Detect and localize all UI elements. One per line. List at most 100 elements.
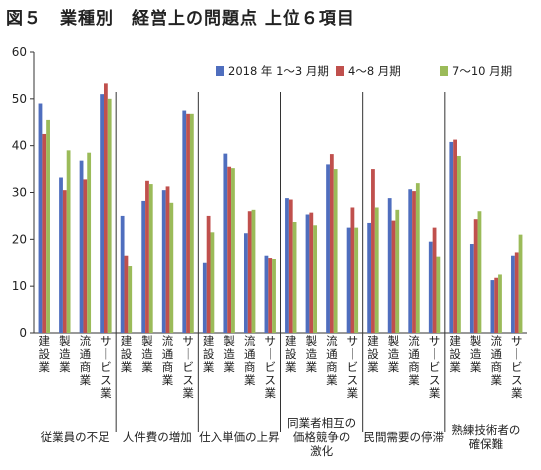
legend-swatch-1 bbox=[216, 66, 224, 76]
bar-1-2-s3 bbox=[66, 150, 71, 333]
y-tick-label: 60 bbox=[12, 45, 27, 59]
bar-1-2-s1 bbox=[59, 177, 63, 333]
bar-3-4-s1 bbox=[264, 255, 269, 333]
y-tick-label: 10 bbox=[12, 279, 27, 293]
bar-4-1-s2 bbox=[288, 199, 293, 333]
bar-6-4-s3 bbox=[518, 234, 523, 333]
category-label: 流通商業 bbox=[162, 334, 174, 387]
bar-2-3-s2 bbox=[165, 186, 170, 333]
category-label: サ｜ビス業 bbox=[182, 334, 194, 400]
bar-3-1-s1 bbox=[202, 262, 207, 333]
category-label: 建設業 bbox=[203, 334, 215, 374]
group-label: 民間需要の停滞 bbox=[364, 430, 445, 444]
category-label: 製造業 bbox=[141, 334, 153, 374]
bar-6-3-s3 bbox=[498, 274, 502, 333]
bar-4-4-s2 bbox=[350, 207, 355, 333]
y-tick-label: 20 bbox=[12, 232, 27, 246]
bar-6-2-s3 bbox=[477, 211, 482, 333]
group-label: 熟練技術者の確保難 bbox=[451, 423, 520, 451]
bar-2-4-s3 bbox=[189, 113, 194, 333]
category-label: 建設業 bbox=[449, 334, 461, 374]
y-tick-label: 50 bbox=[12, 92, 27, 106]
group-label: 同業者相互の価格競争の激化 bbox=[287, 416, 356, 458]
bar-3-3-s2 bbox=[247, 211, 252, 333]
bar-4-2-s1 bbox=[305, 214, 310, 333]
bar-3-3-s1 bbox=[243, 233, 248, 333]
bar-1-4-s1 bbox=[100, 94, 104, 334]
bar-3-4-s2 bbox=[268, 258, 273, 333]
category-label: サ｜ビス業 bbox=[264, 334, 276, 400]
bar-1-4-s2 bbox=[103, 83, 108, 334]
bar-2-2-s2 bbox=[145, 180, 149, 333]
bar-5-3-s2 bbox=[412, 191, 416, 333]
bar-3-2-s3 bbox=[231, 168, 235, 333]
bar-2-1-s3 bbox=[128, 266, 133, 333]
legend-label-1: 2018 年 1～3 月期 bbox=[228, 64, 329, 78]
bar-6-4-s1 bbox=[511, 255, 515, 333]
bar-2-2-s3 bbox=[148, 184, 153, 333]
bar-5-1-s2 bbox=[371, 169, 375, 333]
bar-5-2-s1 bbox=[387, 198, 392, 333]
bar-6-1-s2 bbox=[453, 139, 458, 333]
bar-4-2-s2 bbox=[309, 212, 314, 333]
bar-5-4-s3 bbox=[436, 256, 441, 333]
bar-5-2-s3 bbox=[395, 209, 400, 333]
bar-1-1-s2 bbox=[42, 133, 47, 333]
y-tick-label: 30 bbox=[12, 186, 27, 200]
bar-4-2-s3 bbox=[313, 225, 318, 333]
category-label: 建設業 bbox=[367, 334, 379, 374]
group-label: 人件費の増加 bbox=[123, 430, 192, 444]
category-label: サ｜ビス業 bbox=[429, 334, 441, 400]
category-label: 流通商業 bbox=[408, 334, 420, 387]
bar-5-4-s2 bbox=[432, 227, 437, 333]
bar-3-4-s3 bbox=[272, 259, 276, 333]
legend-swatch-2 bbox=[336, 66, 344, 76]
category-label: 流通商業 bbox=[244, 334, 256, 387]
bar-4-4-s1 bbox=[346, 227, 351, 333]
bar-5-3-s3 bbox=[415, 183, 420, 333]
bar-4-3-s3 bbox=[333, 169, 338, 333]
bar-6-4-s2 bbox=[514, 252, 519, 333]
legend-label-2: 4～8 月期 bbox=[348, 64, 401, 78]
bar-1-3-s3 bbox=[87, 152, 92, 333]
legend-label-3: 7～10 月期 bbox=[452, 64, 512, 78]
category-label: 建設業 bbox=[285, 334, 297, 374]
category-label: 製造業 bbox=[306, 334, 318, 374]
category-label: 製造業 bbox=[223, 334, 235, 374]
bar-4-1-s3 bbox=[292, 222, 297, 333]
bar-5-4-s1 bbox=[428, 241, 433, 333]
bar-4-1-s1 bbox=[285, 198, 289, 333]
bar-3-2-s1 bbox=[223, 153, 228, 333]
bar-2-1-s2 bbox=[124, 255, 129, 333]
bar-3-3-s3 bbox=[251, 209, 256, 333]
bar-5-1-s3 bbox=[374, 207, 379, 333]
bar-1-4-s3 bbox=[107, 98, 112, 333]
bar-6-2-s2 bbox=[473, 219, 478, 333]
category-label: 流通商業 bbox=[326, 334, 338, 387]
bar-6-1-s1 bbox=[449, 141, 454, 333]
group-label: 従業員の不足 bbox=[41, 430, 110, 444]
bar-5-3-s1 bbox=[408, 189, 413, 333]
bar-1-3-s2 bbox=[83, 179, 88, 333]
group-label: 仕入単価の上昇 bbox=[199, 430, 280, 444]
bar-3-1-s2 bbox=[206, 215, 211, 333]
category-label: 製造業 bbox=[59, 334, 71, 374]
category-label: 建設業 bbox=[39, 334, 51, 374]
bar-6-3-s2 bbox=[494, 277, 499, 333]
y-tick-label: 0 bbox=[19, 326, 27, 340]
legend-swatch-3 bbox=[440, 66, 448, 76]
y-tick-label: 40 bbox=[12, 139, 27, 153]
bar-5-2-s2 bbox=[391, 220, 396, 333]
bar-4-3-s2 bbox=[329, 154, 334, 333]
bar-6-3-s1 bbox=[490, 280, 495, 333]
figure-title: 図５ 業種別 経営上の問題点 上位６項目 bbox=[6, 9, 355, 29]
category-label: 流通商業 bbox=[490, 334, 502, 387]
category-label: 建設業 bbox=[121, 334, 133, 374]
bar-2-3-s3 bbox=[169, 202, 174, 333]
bar-2-4-s1 bbox=[182, 110, 187, 334]
bar-1-1-s3 bbox=[46, 119, 50, 334]
bar-3-2-s2 bbox=[227, 166, 232, 333]
bar-2-2-s1 bbox=[141, 200, 146, 333]
bar-2-4-s2 bbox=[186, 113, 190, 333]
